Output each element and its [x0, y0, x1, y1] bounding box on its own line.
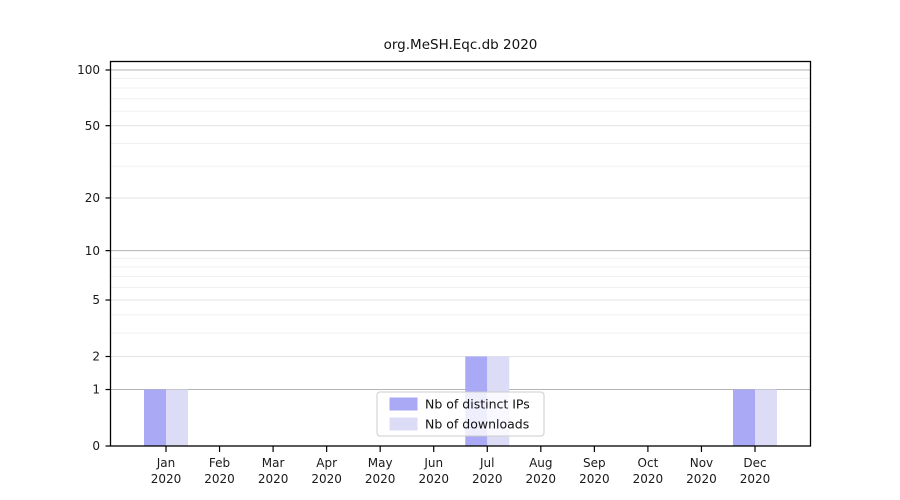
legend-swatch-downloads: [389, 417, 418, 431]
x-tick-label-month: Apr: [316, 456, 337, 470]
y-tick-label: 0: [92, 439, 100, 453]
x-tick-label-year: 2020: [151, 472, 182, 486]
y-tick-label: 20: [85, 191, 100, 205]
chart-title: org.MeSH.Eqc.db 2020: [383, 37, 538, 53]
x-tick-label-year: 2020: [579, 472, 610, 486]
x-tick-label-year: 2020: [526, 472, 557, 486]
x-tick-label-year: 2020: [258, 472, 289, 486]
x-tick-label-year: 2020: [472, 472, 503, 486]
x-tick-label-month: May: [368, 456, 393, 470]
bar-distinct-ips: [733, 389, 755, 446]
bar-downloads: [166, 389, 188, 446]
plot-border: [109, 60, 812, 447]
x-tick-label-year: 2020: [633, 472, 664, 486]
y-tick-label: 100: [77, 63, 100, 77]
x-tick-label-month: Aug: [529, 456, 552, 470]
legend-swatch-distinct-ips: [389, 397, 418, 411]
x-tick-label-year: 2020: [740, 472, 771, 486]
x-tick-label-year: 2020: [311, 472, 342, 486]
y-tick-label: 2: [92, 350, 100, 364]
x-tick-label-month: Oct: [638, 456, 659, 470]
x-tick-label-month: Jun: [423, 456, 443, 470]
y-tick-label: 1: [92, 383, 100, 397]
y-tick-label: 50: [85, 119, 100, 133]
x-tick-label-month: Nov: [690, 456, 713, 470]
x-tick-label-year: 2020: [418, 472, 449, 486]
bar-distinct-ips: [144, 389, 166, 446]
y-tick-label: 10: [85, 244, 100, 258]
y-tick-label: 5: [92, 293, 100, 307]
legend: Nb of distinct IPs Nb of downloads: [376, 391, 545, 437]
x-tick-label-month: Dec: [743, 456, 766, 470]
x-tick-label-month: Feb: [209, 456, 230, 470]
legend-label: Nb of distinct IPs: [425, 397, 530, 412]
x-tick-label-month: Mar: [262, 456, 285, 470]
x-tick-label-month: Sep: [583, 456, 606, 470]
bar-downloads: [755, 389, 777, 446]
x-tick-label-year: 2020: [686, 472, 717, 486]
x-tick-label-month: Jan: [156, 456, 176, 470]
x-tick-label-month: Jul: [479, 456, 494, 470]
legend-box: [376, 391, 545, 437]
legend-label: Nb of downloads: [425, 417, 529, 432]
x-tick-label-year: 2020: [204, 472, 235, 486]
x-tick-label-year: 2020: [365, 472, 396, 486]
